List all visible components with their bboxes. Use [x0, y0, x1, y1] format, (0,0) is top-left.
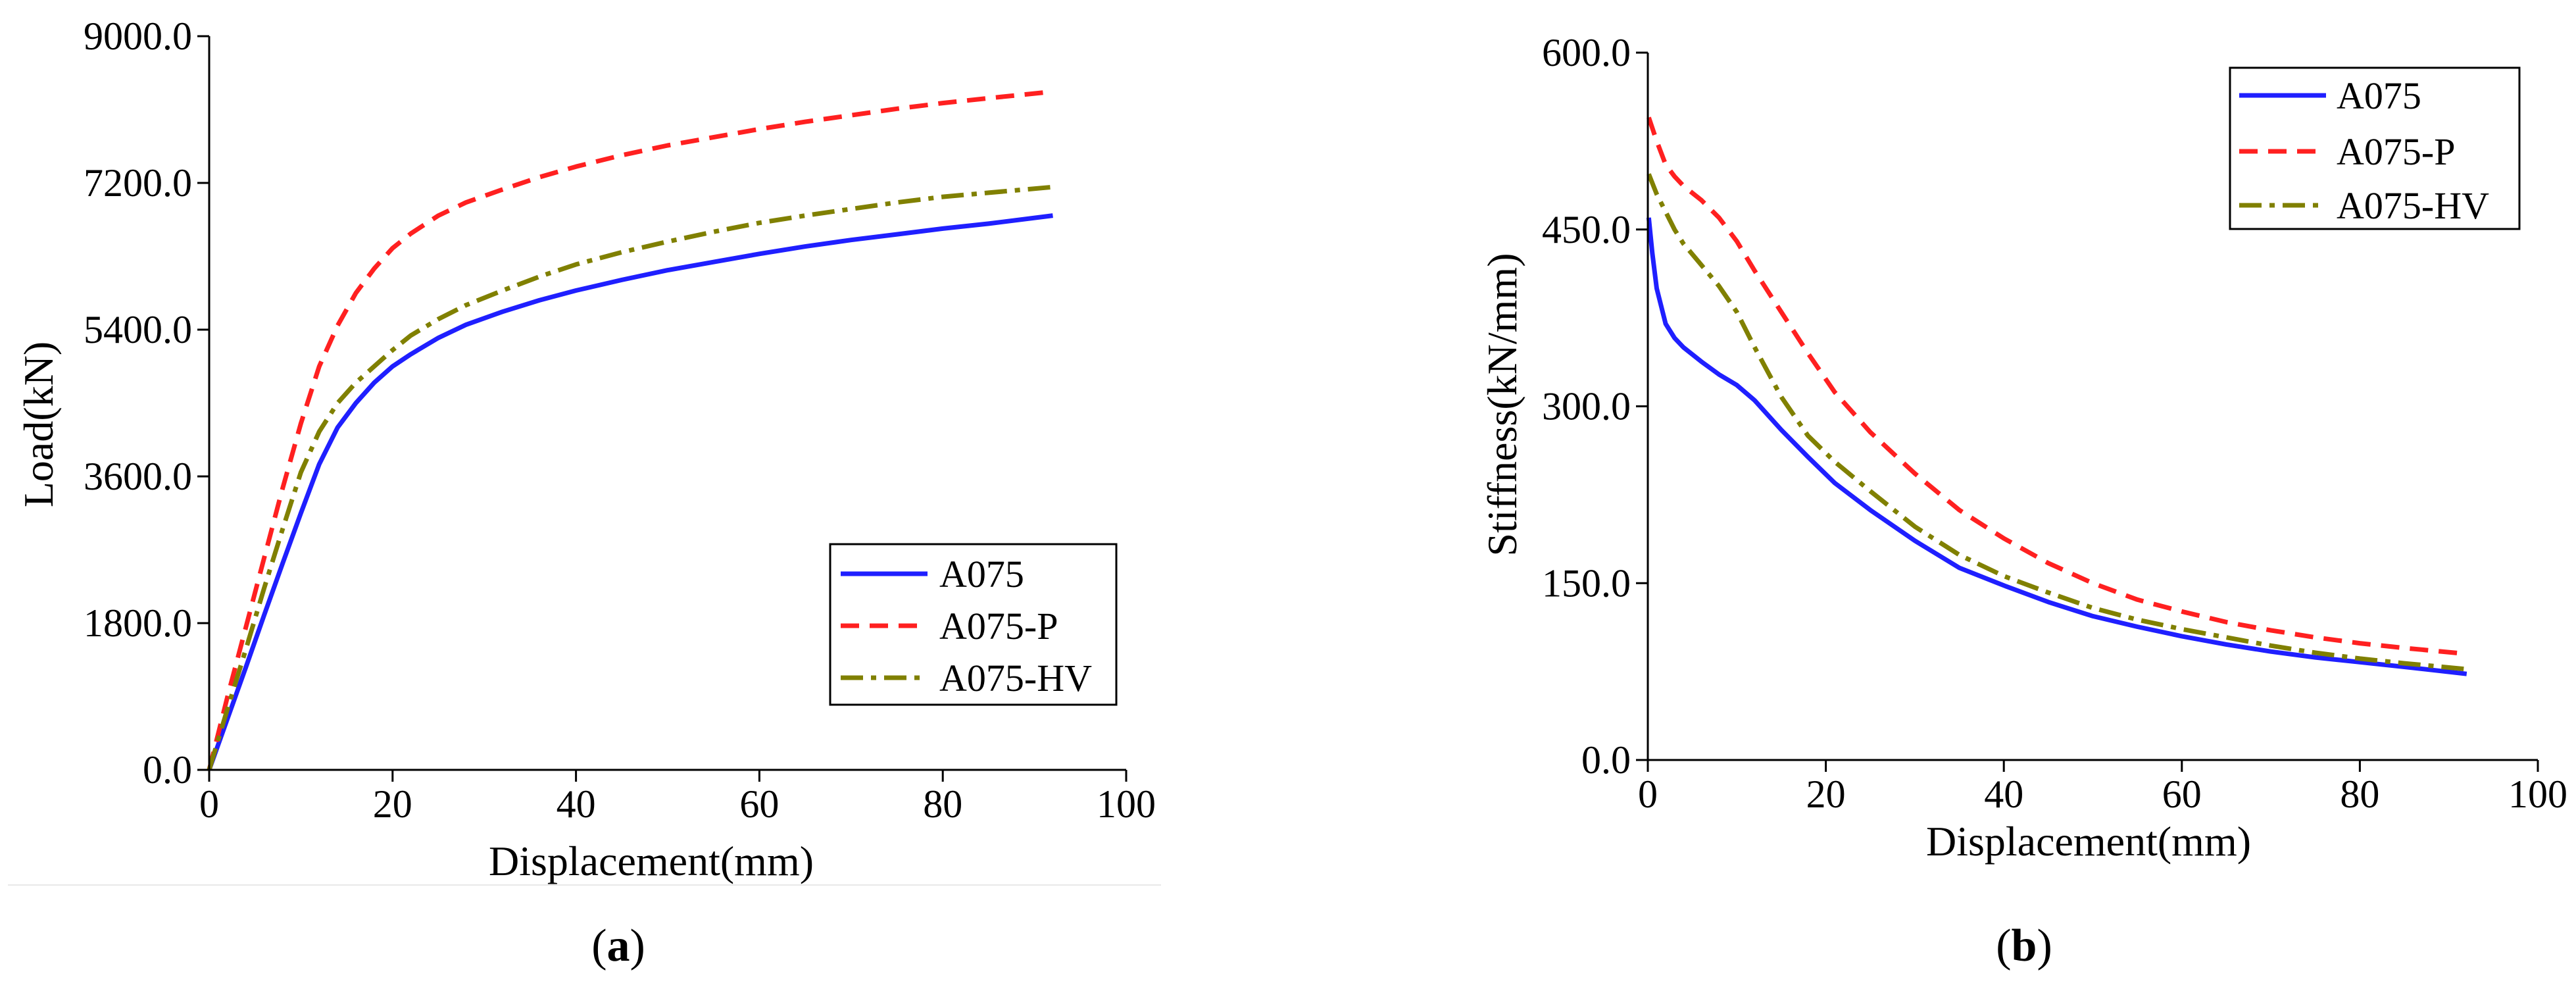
load-y-tick-label: 3600.0 — [84, 455, 192, 498]
caption-a-open: ( — [591, 921, 607, 971]
load-legend-label-a075-p: A075-P — [939, 605, 1058, 647]
stiffness-axes: 0 20 40 60 80 100 0.0 150.0 300.0 450.0 600.0 — [1542, 31, 2567, 816]
load-y-tick-label: 0.0 — [143, 748, 192, 792]
caption-b-letter: b — [2012, 921, 2037, 971]
load-x-tick-label: 60 — [739, 782, 779, 826]
stiffness-x-tick-label: 100 — [2508, 772, 2567, 816]
stiffness-series-a075-p — [1647, 116, 2467, 657]
load-y-tick-label: 5400.0 — [84, 308, 192, 351]
load-ylabel: Load(kN) — [15, 342, 62, 507]
caption-a-close: ) — [630, 921, 645, 971]
load-series-lines — [207, 89, 1053, 771]
load-series-a075 — [207, 213, 1053, 771]
load-x-tick-label: 40 — [557, 782, 596, 826]
stiffness-y-tick-label: 0.0 — [1581, 738, 1631, 782]
chart-panel-stiffness: 0 20 40 60 80 100 0.0 150.0 300.0 450.0 600.0 Disp… — [1479, 31, 2567, 865]
stiffness-x-tick-label: 0 — [1638, 772, 1658, 816]
caption-b: (b) — [1996, 921, 2052, 971]
load-axes: 0 20 40 60 80 100 0.0 1800.0 3600.0 5400.0 7200.0 9… — [84, 14, 1156, 826]
load-legend-label-a075: A075 — [939, 553, 1024, 595]
chart-panel-load: 0 20 40 60 80 100 0.0 1800.0 3600.0 5400.0 7200.0 9… — [8, 14, 1161, 886]
load-x-tick-label: 80 — [923, 782, 962, 826]
stiffness-x-tick-label: 40 — [1984, 772, 2023, 816]
load-y-tick-label: 7200.0 — [84, 161, 192, 205]
stiffness-y-tick-label: 450.0 — [1542, 208, 1631, 251]
stiffness-y-tick-label: 600.0 — [1542, 31, 1631, 74]
load-y-tick-label: 1800.0 — [84, 601, 192, 645]
load-xlabel: Displacement(mm) — [489, 838, 814, 884]
load-legend-label-a075-hv: A075-HV — [939, 657, 1092, 699]
load-series-a075-hv — [207, 184, 1053, 771]
stiffness-ylabel: Stiffness(kN/mm) — [1479, 253, 1525, 556]
stiffness-series-a075 — [1646, 217, 2467, 676]
stiffness-xlabel: Displacement(mm) — [1926, 818, 2251, 865]
caption-b-open: ( — [1996, 921, 2011, 971]
load-x-tick-label: 100 — [1097, 782, 1156, 826]
stiffness-legend-label-a075-hv: A075-HV — [2337, 184, 2489, 227]
load-x-tick-label: 20 — [373, 782, 412, 826]
stiffness-legend-label-a075-p: A075-P — [2337, 130, 2455, 173]
load-y-tick-label: 9000.0 — [84, 14, 192, 58]
stiffness-y-tick-label: 300.0 — [1542, 385, 1631, 428]
stiffness-x-tick-label: 80 — [2340, 772, 2379, 816]
load-series-a075-p — [207, 89, 1053, 771]
caption-a-letter: a — [607, 921, 630, 971]
load-legend: A075 A075-P A075-HV — [829, 543, 1118, 706]
load-x-tick-label: 0 — [199, 782, 219, 826]
caption-a: (a) — [591, 921, 645, 971]
stiffness-x-tick-label: 20 — [1806, 772, 1846, 816]
stiffness-legend: A075 A075-P A075-HV — [2229, 66, 2521, 230]
caption-b-close: ) — [2037, 921, 2052, 971]
stiffness-legend-label-a075: A075 — [2337, 74, 2421, 117]
stiffness-series-lines — [1646, 116, 2467, 676]
stiffness-y-tick-label: 150.0 — [1542, 561, 1631, 605]
stiffness-x-tick-label: 60 — [2162, 772, 2202, 816]
